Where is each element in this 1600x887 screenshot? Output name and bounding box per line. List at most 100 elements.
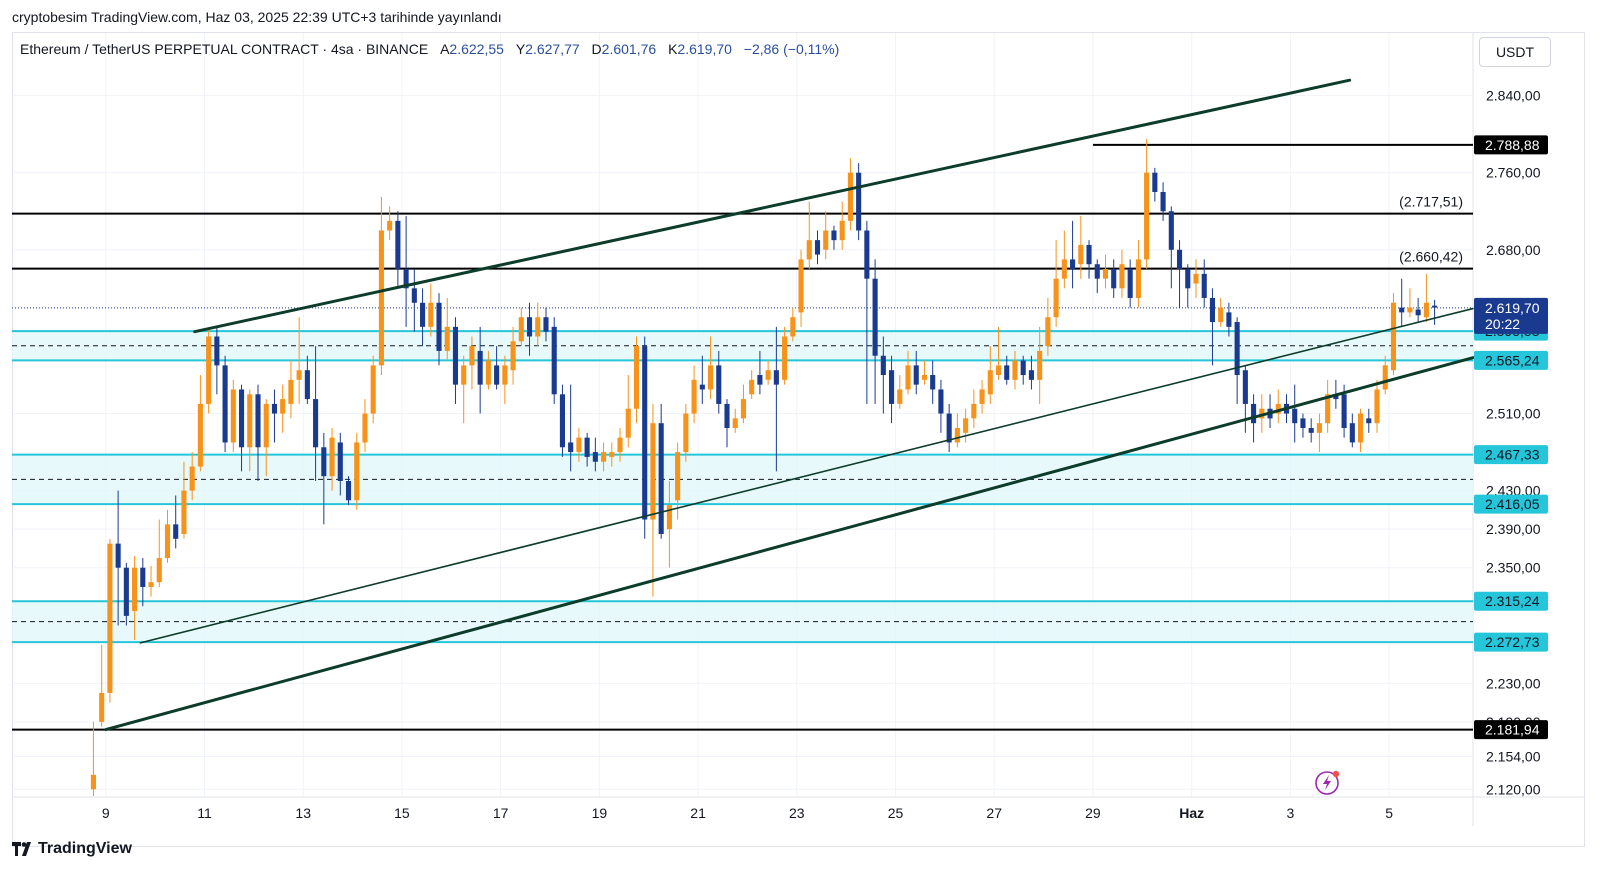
candle-body xyxy=(1349,423,1355,443)
candle-body xyxy=(420,302,426,327)
currency-button[interactable]: USDT xyxy=(1479,37,1551,67)
current-price-label: 2.619,70 xyxy=(1485,300,1540,316)
y-tick-label: 2.840,00 xyxy=(1486,88,1541,104)
candle-body xyxy=(773,370,779,385)
candle-body xyxy=(905,365,911,390)
candle-body xyxy=(913,365,919,385)
price-tag-bg xyxy=(1474,720,1548,740)
candle-body xyxy=(1226,312,1232,327)
candle-body xyxy=(823,230,829,250)
candle-body xyxy=(658,423,664,534)
countdown-label: 20:22 xyxy=(1485,316,1520,332)
candle-body xyxy=(543,317,549,332)
candle-body xyxy=(938,389,944,414)
tradingview-logo[interactable]: TradingView xyxy=(12,840,132,858)
candle-body xyxy=(1086,244,1092,265)
candle-body xyxy=(1193,273,1199,284)
close-label: K xyxy=(668,41,678,57)
x-tick-label: 19 xyxy=(592,805,608,821)
candle-body xyxy=(1432,305,1438,308)
candle-body xyxy=(872,278,878,356)
candle-body xyxy=(1209,297,1215,323)
x-tick-label: 23 xyxy=(789,805,805,821)
candle-body xyxy=(214,336,220,366)
y-tick-label: 2.680,00 xyxy=(1486,242,1541,258)
candle-body xyxy=(345,480,352,501)
candle-body xyxy=(1004,365,1010,380)
candle-body xyxy=(666,505,672,530)
candle-body xyxy=(1308,428,1314,433)
candle-body xyxy=(1333,394,1339,400)
candle-body xyxy=(206,336,212,404)
candle-body xyxy=(263,403,269,448)
candle-body xyxy=(132,567,138,612)
candle-body xyxy=(633,346,640,409)
candle-body xyxy=(765,370,771,380)
candle-body xyxy=(1144,172,1150,260)
candle-body xyxy=(897,389,903,404)
y-tick-label: 2.390,00 xyxy=(1486,521,1541,537)
candle-body xyxy=(601,452,607,462)
candle-body xyxy=(115,543,121,568)
candle-body xyxy=(181,490,187,534)
candle-body xyxy=(123,567,129,616)
price-tag-label: 2.416,05 xyxy=(1485,496,1540,512)
flash-icon[interactable] xyxy=(1314,768,1342,796)
candle-body xyxy=(1374,389,1380,424)
candle-body xyxy=(337,442,343,481)
candle-body xyxy=(99,692,105,722)
candle-body xyxy=(222,365,228,443)
candle-body xyxy=(839,220,845,241)
open-value: 2.622,55 xyxy=(449,41,504,57)
candle-body xyxy=(1341,394,1347,429)
candle-body xyxy=(930,375,936,390)
price-tag-bg xyxy=(1474,135,1548,155)
candle-body xyxy=(584,437,590,457)
candle-body xyxy=(1407,307,1413,313)
candle-body xyxy=(296,370,302,380)
candle-body xyxy=(1382,365,1388,390)
trend-line xyxy=(104,356,1475,732)
candle-body xyxy=(1185,269,1191,289)
candle-body xyxy=(864,230,870,279)
candle-body xyxy=(1045,317,1051,347)
price-tag-bg xyxy=(1474,591,1548,611)
candle-body xyxy=(691,379,697,414)
candle-body xyxy=(683,413,689,453)
candle-body xyxy=(1053,278,1059,318)
candle-body xyxy=(814,240,821,255)
candle-body xyxy=(510,341,516,371)
candle-body xyxy=(444,326,450,351)
candle-body xyxy=(255,394,261,448)
candle-body xyxy=(609,452,615,457)
candle-body xyxy=(880,355,886,376)
candle-body xyxy=(288,379,294,404)
candle-body xyxy=(1292,408,1298,424)
candle-body xyxy=(1366,418,1372,424)
symbol-legend: Ethereum / TetherUS PERPETUAL CONTRACT ·… xyxy=(20,41,839,57)
candle-body xyxy=(1234,322,1240,376)
y-tick-label: 2.350,00 xyxy=(1486,560,1541,576)
candle-body xyxy=(576,437,582,453)
candle-body xyxy=(1325,394,1331,424)
candle-body xyxy=(617,437,623,453)
candle-body xyxy=(189,466,195,491)
candle-body xyxy=(197,403,203,467)
candle-body xyxy=(321,447,327,477)
candle-body xyxy=(995,365,1002,376)
candle-body xyxy=(699,384,705,390)
candle-body xyxy=(1070,259,1076,270)
candle-body xyxy=(1160,191,1166,212)
candle-body xyxy=(650,423,656,520)
candle-body xyxy=(411,288,417,303)
candle-body xyxy=(1152,172,1158,192)
candle-body xyxy=(395,220,401,270)
candle-body xyxy=(370,365,376,414)
candle-body xyxy=(148,582,154,587)
trend-line xyxy=(139,307,1474,644)
x-tick-label: 13 xyxy=(295,805,311,821)
candle-body xyxy=(156,558,162,583)
candle-body xyxy=(1251,403,1257,424)
candle-body xyxy=(740,399,747,419)
